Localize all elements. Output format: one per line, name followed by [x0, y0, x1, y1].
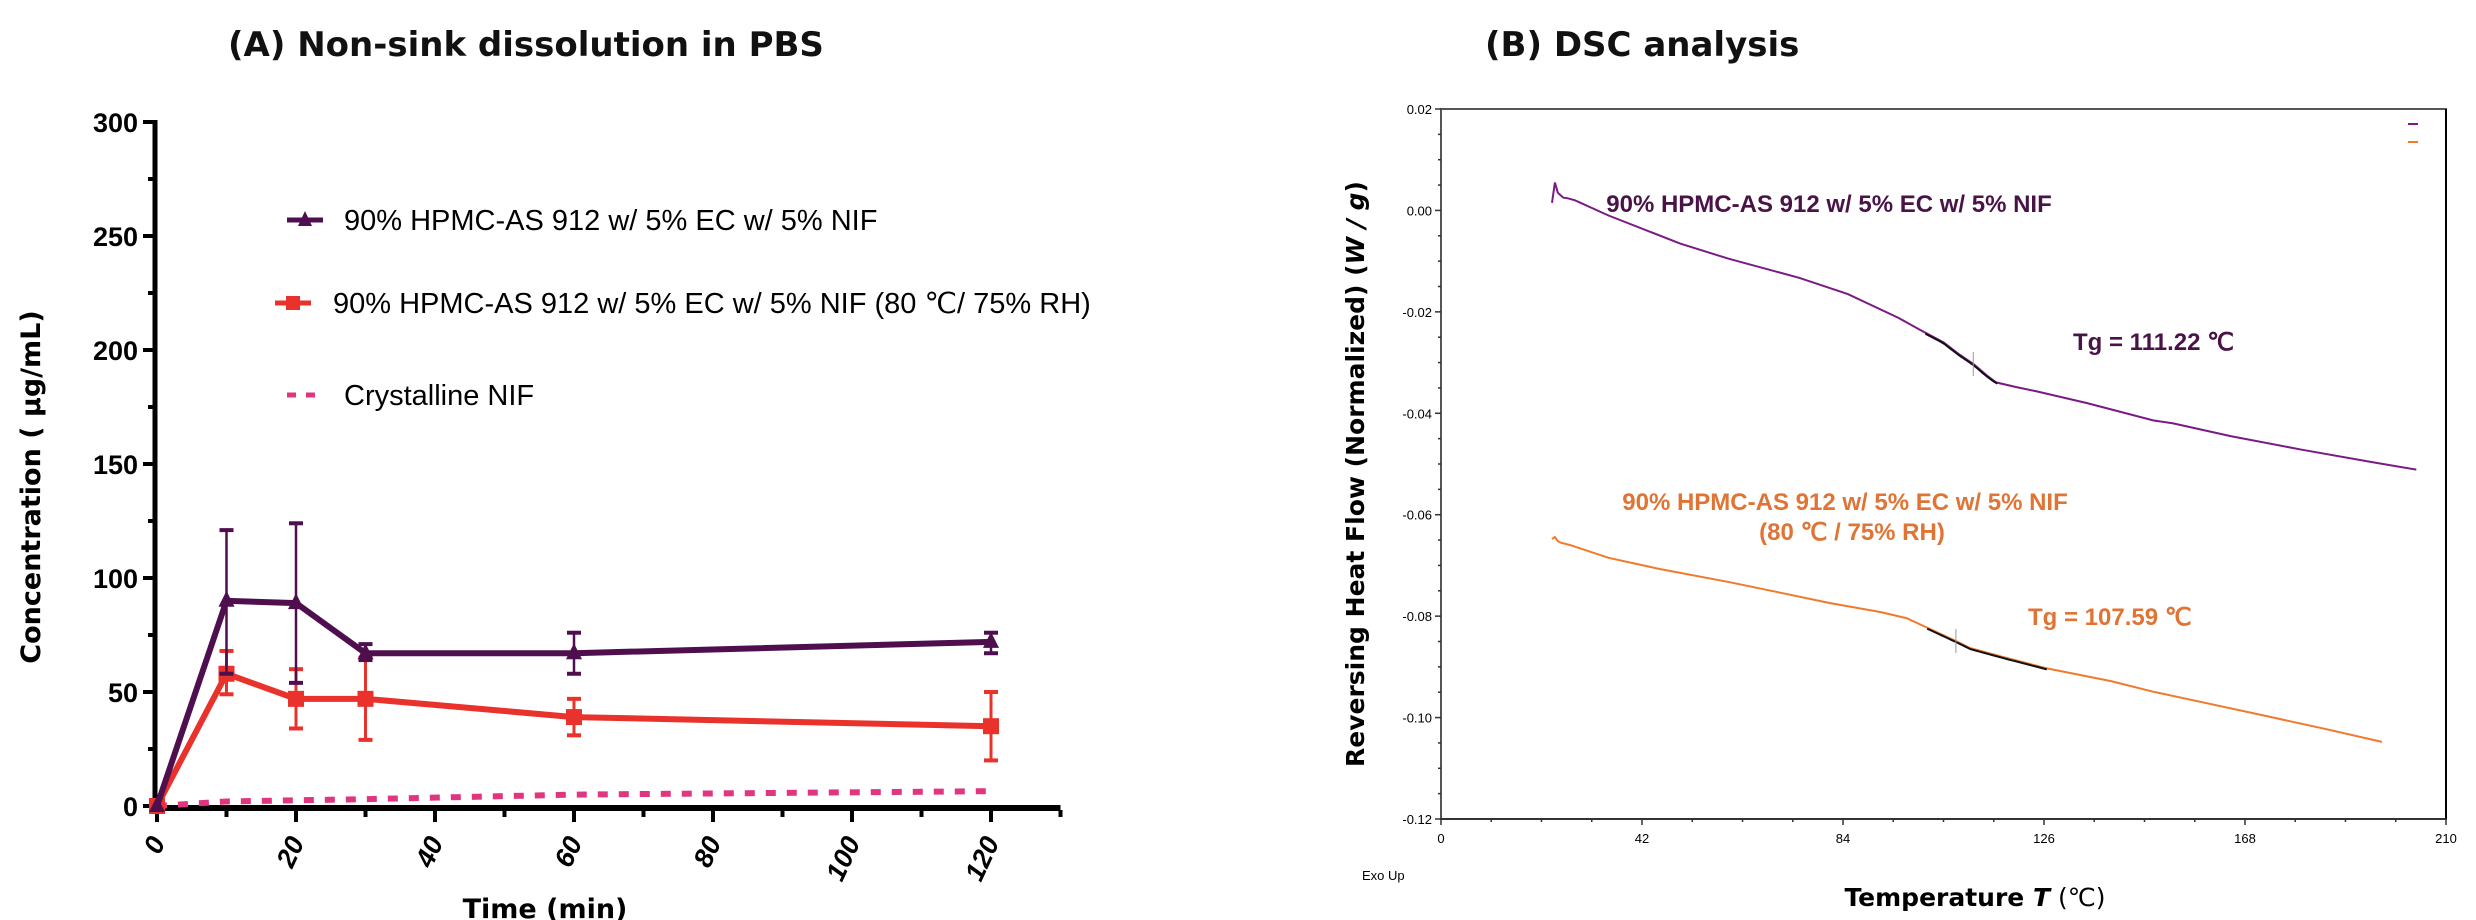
panel-b-title: (B) DSC analysis	[1485, 25, 1799, 65]
x-tick-label: 40	[409, 832, 449, 873]
x-tick-label: 84	[1836, 831, 1850, 846]
y-tick-label: 200	[93, 336, 138, 366]
panel-b-y-axis-label-unit: W / g	[1341, 192, 1370, 264]
legend-label: Crystalline NIF	[344, 380, 534, 412]
y-tick-label: 150	[93, 450, 138, 480]
y-tick-label: 250	[93, 222, 138, 252]
y-tick-label: 0	[123, 792, 138, 822]
data-point-fresh	[218, 590, 235, 607]
data-point-fresh	[288, 593, 304, 610]
y-tick-label: 50	[108, 678, 138, 708]
panel-a-legend: 90% HPMC-AS 912 w/ 5% EC w/ 5% NIF 90% HP…	[275, 205, 1091, 412]
x-tick-label: 126	[2033, 831, 2055, 846]
data-point-aged	[983, 718, 999, 735]
panel-b-series	[1551, 182, 2417, 743]
panel-b-y-axis-label: Reversing Heat Flow (Normalized) (W / g)	[1341, 181, 1370, 767]
x-tick-label: 0	[138, 832, 172, 858]
panel-b-y-axis-label-end: )	[1341, 181, 1370, 192]
dsc-tg-aged: Tg = 107.59 ℃	[2028, 604, 2192, 631]
data-point-fresh	[566, 643, 582, 660]
dsc-curve-aged	[1551, 535, 2383, 743]
panel-a-x-axis-label: Time (min)	[463, 894, 628, 920]
panel-b-x-axis-label-var: T	[2033, 883, 2052, 912]
x-tick-label: 100	[820, 832, 866, 886]
panel-a-title: (A) Non-sink dissolution in PBS	[228, 25, 824, 65]
y-tick-label: 0.00	[1407, 203, 1432, 218]
dsc-curve-fresh	[1551, 182, 2417, 471]
dsc-label-fresh: 90% HPMC-AS 912 w/ 5% EC w/ 5% NIF	[1606, 191, 2051, 218]
x-tick-label: 168	[2234, 831, 2256, 846]
data-point-fresh	[149, 796, 165, 812]
dsc-label-aged-line2: (80 ℃ / 75% RH)	[1759, 519, 1945, 546]
x-tick-label: 42	[1635, 831, 1649, 846]
exo-up-note: Exo Up	[1362, 868, 1405, 883]
panel-b-axes: 0.02 0.00 -0.02 -0.04 -0.06 -0.08 -0.10 -0.12 0 4…	[1402, 102, 2456, 846]
panel-b-y-axis-label-main: Reversing Heat Flow (Normalized) (	[1341, 264, 1370, 767]
legend-triangle-marker	[298, 211, 312, 226]
panel-a-series	[149, 521, 999, 814]
data-point-fresh	[983, 631, 999, 648]
x-tick-label: 80	[687, 832, 727, 872]
series-line-fresh	[154, 597, 992, 807]
y-tick-label: -0.12	[1402, 812, 1432, 827]
dsc-tg-fresh: Tg = 111.22 ℃	[2073, 329, 2234, 356]
panel-a-y-axis-label: Concentration ( μg/mL)	[16, 310, 47, 663]
data-point-fresh	[357, 643, 374, 660]
y-tick-label: 300	[93, 108, 138, 138]
series-line-crystalline-nif	[156, 788, 992, 809]
series-line-aged	[154, 670, 992, 808]
x-tick-label: 20	[270, 832, 310, 873]
y-tick-label: -0.06	[1402, 508, 1432, 523]
y-tick-label: -0.04	[1402, 406, 1432, 421]
data-point-aged	[357, 690, 374, 707]
panel-a-axes: 0 50 100 150 200 250 300 0 20 40 60 80 100 120	[93, 108, 1063, 886]
y-tick-label: -0.10	[1402, 711, 1432, 726]
x-tick-label: 0	[1437, 831, 1444, 846]
y-tick-label: 0.02	[1407, 102, 1432, 117]
y-tick-label: -0.08	[1402, 609, 1432, 624]
dsc-label-aged-line1: 90% HPMC-AS 912 w/ 5% EC w/ 5% NIF	[1622, 489, 2067, 516]
data-point-aged	[566, 709, 582, 726]
legend-square-marker	[286, 296, 300, 310]
panel-b-x-axis-label-unit: (℃)	[2050, 883, 2106, 912]
tg-tangent-fresh	[1924, 332, 1998, 385]
legend-label: 90% HPMC-AS 912 w/ 5% EC w/ 5% NIF	[344, 205, 877, 237]
tg-tangent-aged	[1926, 627, 2048, 671]
data-point-aged	[288, 690, 304, 707]
x-tick-label: 120	[959, 832, 1005, 886]
panel-b-x-axis-label: Temperature T (℃)	[1844, 883, 2105, 912]
panel-b-x-axis-label-main: Temperature	[1844, 883, 2033, 912]
y-tick-label: 100	[93, 564, 138, 594]
y-tick-label: -0.02	[1402, 305, 1432, 320]
x-tick-label: 60	[548, 832, 588, 872]
x-tick-label: 210	[2435, 831, 2457, 846]
legend-label: 90% HPMC-AS 912 w/ 5% EC w/ 5% NIF (80 ℃…	[333, 288, 1091, 320]
